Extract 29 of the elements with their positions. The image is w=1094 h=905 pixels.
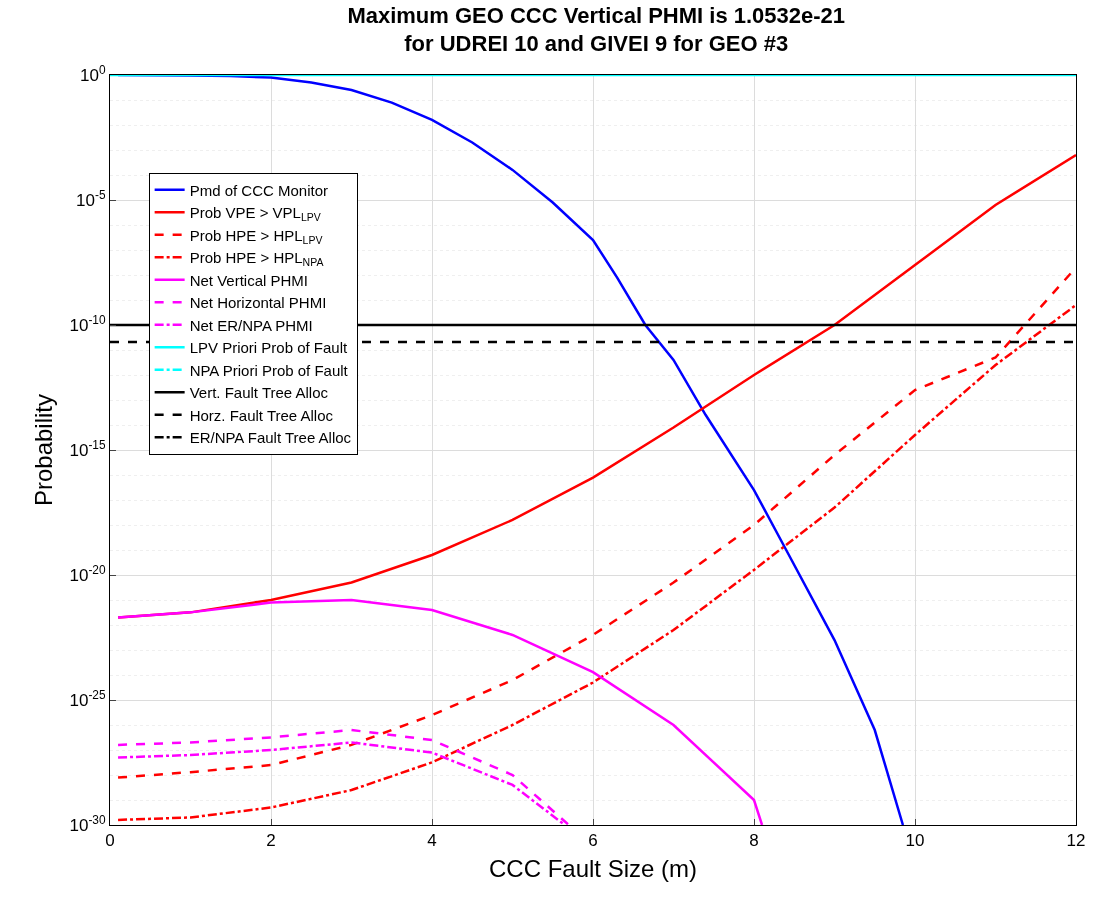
legend-label: NPA Priori Prob of Fault [189,361,349,379]
y-tick-label: 10$^{-10}$ [69,312,106,335]
legend-label: Net Vertical PHMI [189,271,309,289]
x-tick-label: 6 [588,831,598,851]
x-tick-label: 10 [905,831,925,851]
legend-label: Horz. Fault Tree Alloc [189,406,334,424]
y-tick-label: 10$^{-25}$ [69,687,106,710]
legend-label: ER/NPA Fault Tree Alloc [189,429,352,447]
x-tick-label: 2 [266,831,276,851]
legend-label: Prob VPE > VPL$_{LPV}$ [189,204,321,224]
legend-label: Prob HPE > HPL$_{LPV}$ [189,226,323,246]
y-tick-label: 10$^{-5}$ [76,187,106,210]
y-tick-label: 10$^{-30}$ [69,812,106,835]
x-axis-title: CCC Fault Size (m) [488,854,698,882]
x-tick-label: 12 [1066,831,1086,851]
legend-label: Pmd of CCC Monitor [189,181,329,199]
legend-label: Net Horizontal PHMI [189,294,327,312]
legend-label: Net ER/NPA PHMI [189,316,313,334]
legend-label: LPV Priori Prob of Fault [189,339,349,357]
y-tick-label: 10$^{-20}$ [69,562,106,585]
x-tick-label: 8 [749,831,759,851]
chart-title: Maximum GEO CCC Vertical PHMI is 1.0532e-21 for UDREI 10 and GIVEI 9 for GEO #3 [347,2,846,57]
y-axis-title: Probability [29,393,57,507]
legend-label: Vert. Fault Tree Alloc [189,384,329,402]
y-tick-label: 10$^{-15}$ [69,437,106,460]
y-tick-label: 10$^{0}$ [80,62,106,85]
x-tick-label: 4 [427,831,437,851]
legend-label: Prob HPE > HPL$_{NPA}$ [189,249,324,269]
x-tick-label: 0 [105,831,115,851]
